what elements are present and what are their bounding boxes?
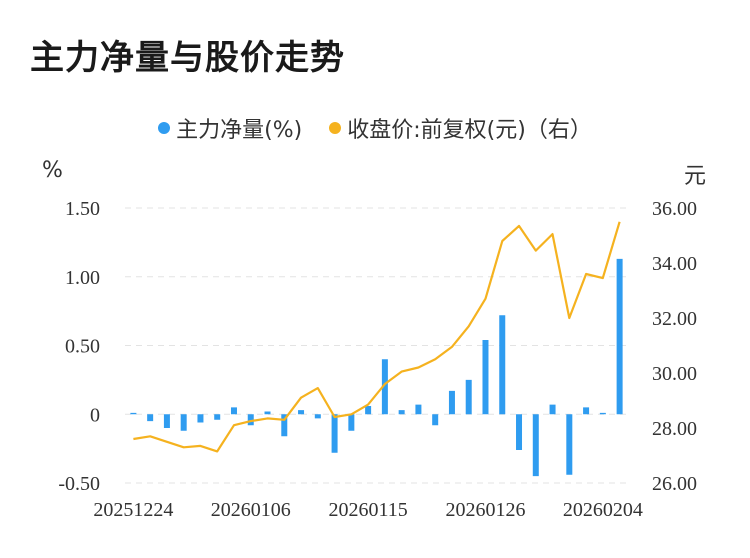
bar: [599, 412, 606, 415]
x-tick-label: 20260126: [445, 499, 525, 521]
left-tick-label: 0.50: [65, 336, 100, 358]
bar: [381, 359, 388, 415]
bar: [616, 258, 623, 415]
bar: [398, 410, 405, 415]
bar: [532, 414, 539, 477]
bar: [230, 407, 237, 415]
right-tick-label: 30.00: [652, 363, 697, 385]
bar: [197, 414, 204, 423]
bar: [549, 404, 556, 415]
bar: [264, 411, 271, 415]
legend: 主力净量(%) 收盘价:前复权(元)（右）: [0, 112, 750, 144]
right-tick-label: 28.00: [652, 418, 697, 440]
bar: [583, 407, 590, 415]
left-tick-label: 1.50: [65, 198, 100, 220]
legend-label-main-net: 主力净量(%): [176, 118, 303, 143]
x-tick-label: 20251224: [93, 499, 173, 521]
bar: [130, 412, 137, 415]
bar: [465, 379, 472, 415]
bar: [281, 414, 288, 437]
bar: [214, 414, 221, 420]
legend-marker-close-price: [329, 122, 342, 134]
x-tick-label: 20260204: [563, 499, 643, 521]
bar: [499, 315, 506, 415]
legend-marker-main-net: [158, 122, 171, 134]
bar: [566, 414, 573, 475]
bar: [247, 414, 254, 426]
legend-item-main-net[interactable]: 主力净量(%): [158, 112, 302, 144]
left-tick-label: 0: [90, 404, 100, 426]
bar: [314, 414, 321, 419]
left-axis-unit: %: [42, 158, 63, 183]
right-tick-label: 32.00: [652, 308, 697, 330]
bar: [147, 414, 154, 422]
bar: [163, 414, 170, 428]
left-tick-label: -0.50: [58, 473, 100, 495]
bar: [516, 414, 523, 450]
legend-label-close-price: 收盘价:前复权(元)（右）: [347, 118, 592, 143]
right-tick-label: 36.00: [652, 198, 697, 220]
bar: [180, 414, 187, 431]
right-axis-unit: 元: [684, 164, 707, 189]
chart-title: 主力净量与股价走势: [30, 38, 345, 78]
legend-item-close-price[interactable]: 收盘价:前复权(元)（右）: [329, 112, 592, 144]
bar: [415, 404, 422, 415]
right-tick-label: 26.00: [652, 473, 697, 495]
left-tick-label: 1.00: [65, 267, 100, 289]
bar: [482, 340, 489, 415]
bar: [365, 406, 372, 415]
bar: [298, 410, 305, 415]
bar: [432, 414, 439, 426]
right-tick-label: 34.00: [652, 253, 697, 275]
bar: [448, 390, 455, 415]
bar: [331, 414, 338, 453]
x-tick-label: 20260115: [328, 499, 407, 521]
bar: [348, 414, 355, 431]
x-tick-label: 20260106: [211, 499, 291, 521]
price-line: [133, 221, 621, 453]
